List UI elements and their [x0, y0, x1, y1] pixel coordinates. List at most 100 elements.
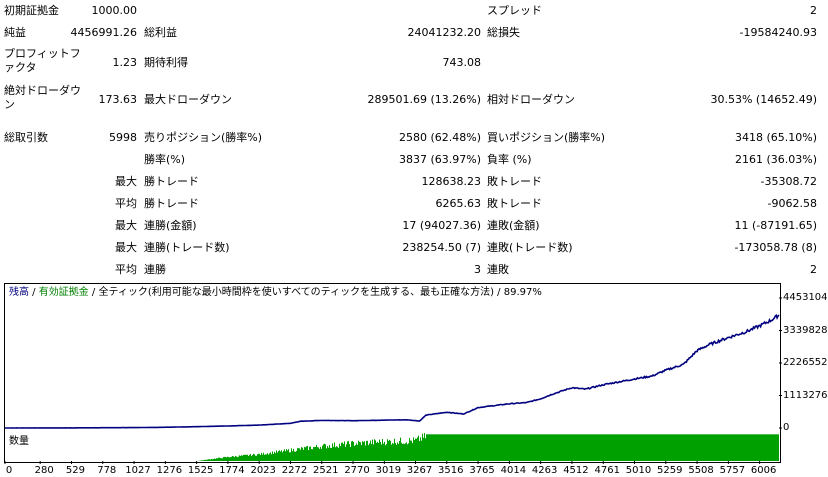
volume-bar [491, 434, 492, 461]
volume-bar [477, 434, 478, 461]
volume-bar [366, 440, 367, 461]
volume-bar [500, 434, 501, 461]
volume-bar [406, 442, 407, 461]
volume-bar [455, 434, 456, 461]
volume-bar [208, 459, 209, 461]
volume-bar [727, 434, 728, 461]
volume-bar [274, 451, 275, 461]
loss-rate-value: 2161 (36.03%) [734, 153, 817, 166]
volume-bar [720, 434, 721, 461]
volume-bar [579, 434, 580, 461]
volume-bar [221, 458, 222, 461]
volume-bar [687, 434, 688, 461]
volume-bar [589, 434, 590, 461]
volume-bar [299, 448, 300, 461]
volume-bar [507, 434, 508, 461]
volume-label: 数量 [9, 436, 29, 447]
volume-bar [466, 434, 467, 461]
volume-bar [471, 434, 472, 461]
volume-bar [749, 434, 750, 461]
avg-consec-wins-value: 3 [474, 263, 481, 276]
volume-bar [710, 434, 711, 461]
max-consec-profit-count-label: 連勝(トレード数) [144, 241, 230, 254]
volume-bar [751, 434, 752, 461]
volume-bar [504, 434, 505, 461]
volume-bar [661, 434, 662, 461]
volume-bar [762, 434, 763, 461]
volume-bar [597, 434, 598, 461]
volume-bar [202, 460, 203, 461]
volume-bar [330, 447, 331, 461]
avg-consec-losses-label: 連敗 [487, 263, 509, 276]
volume-bar [690, 434, 691, 461]
max-consec-losses-money-label: 連敗(金額) [487, 219, 540, 232]
volume-bar [486, 434, 487, 461]
volume-bar [699, 434, 700, 461]
volume-bar [646, 434, 647, 461]
volume-bar [672, 434, 673, 461]
volume-bar [370, 440, 371, 461]
volume-bar [493, 434, 494, 461]
volume-bar [488, 434, 489, 461]
volume-bar [349, 444, 350, 461]
volume-bar [689, 434, 690, 461]
volume-bar [584, 434, 585, 461]
volume-bar [631, 434, 632, 461]
volume-bar [609, 434, 610, 461]
volume-bar [772, 434, 773, 461]
largest-prefix: 最大 [115, 175, 137, 188]
volume-bar [342, 442, 343, 461]
volume-bar [407, 444, 408, 461]
legend-separator: / [29, 287, 39, 298]
volume-bar [702, 434, 703, 461]
volume-bar [713, 434, 714, 461]
volume-bar [573, 434, 574, 461]
volume-bar [264, 454, 265, 461]
volume-bar [269, 453, 270, 461]
volume-bar [770, 434, 771, 461]
volume-bar [268, 454, 269, 461]
volume-bar [600, 434, 601, 461]
legend-equity: 有効証拠金 [38, 287, 89, 298]
volume-bar [254, 454, 255, 461]
volume-bar [558, 434, 559, 461]
volume-bar [238, 456, 239, 461]
average-profit-label: 勝トレード [144, 197, 199, 210]
max-consec-money-prefix: 最大 [115, 219, 137, 232]
volume-bar [348, 440, 349, 461]
max-consec-wins-money-value: 17 (94027.36) [402, 219, 481, 232]
volume-bar [570, 434, 571, 461]
volume-bar [301, 447, 302, 461]
volume-bar [279, 450, 280, 461]
volume-bar [362, 441, 363, 461]
volume-bar [647, 434, 648, 461]
avg-consec-wins-label: 連勝 [144, 263, 166, 276]
volume-bar [364, 441, 365, 461]
volume-bar [419, 441, 420, 461]
volume-bar [769, 434, 770, 461]
volume-bar [437, 434, 438, 461]
volume-bar [209, 459, 210, 461]
volume-bar [574, 434, 575, 461]
x-tick-label: 4512 [563, 465, 589, 476]
volume-bar [653, 434, 654, 461]
volume-bar [771, 434, 772, 461]
volume-bar [592, 434, 593, 461]
legend-separator: / [88, 287, 99, 298]
volume-bar [693, 434, 694, 461]
volume-bar [540, 434, 541, 461]
volume-bar [563, 434, 564, 461]
volume-bar [523, 434, 524, 461]
y-tick-label: 0 [783, 422, 790, 433]
volume-bar [284, 449, 285, 461]
volume-bar [287, 450, 288, 461]
volume-bar [623, 434, 624, 461]
volume-bar [538, 434, 539, 461]
volume-bar [310, 446, 311, 461]
volume-bar [773, 434, 774, 461]
volume-bar [649, 434, 650, 461]
avg-consec-losses-value: 2 [810, 263, 817, 276]
x-tick-label: 1276 [156, 465, 183, 476]
volume-bar [316, 444, 317, 461]
volume-bar [290, 452, 291, 461]
